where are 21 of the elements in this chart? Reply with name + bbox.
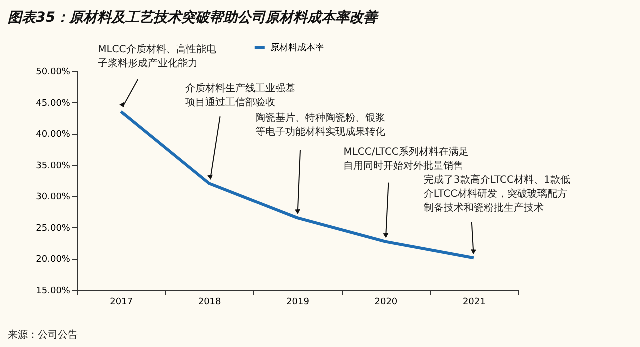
- x-tick-label: 2020: [374, 298, 398, 308]
- y-tick-label: 50.00%: [36, 68, 71, 78]
- annotation: MLCC介质材料、高性能电子浆料形成产业化能力: [98, 44, 216, 70]
- x-tick-label: 2018: [198, 298, 222, 308]
- y-tick-label: 20.00%: [36, 255, 71, 266]
- y-tick-label: 30.00%: [36, 192, 71, 203]
- y-tick-label: 15.00%: [36, 286, 71, 296]
- y-tick-label: 25.00%: [36, 224, 71, 234]
- x-tick-label: 2019: [286, 298, 310, 308]
- annotation: 陶瓷基片、特种陶瓷粉、银浆等电子功能材料实现成果转化: [256, 112, 386, 138]
- y-tick-label: 35.00%: [36, 161, 71, 172]
- y-tick-label: 45.00%: [36, 98, 71, 109]
- x-tick-label: 2017: [110, 298, 134, 308]
- y-tick-label: 40.00%: [36, 130, 71, 140]
- source-note: 来源：公司公告: [8, 329, 78, 341]
- annotation: MLCC/LTCC系列材料在满足自用同时开始对外批量销售: [344, 146, 469, 172]
- x-tick-label: 2021: [462, 298, 486, 308]
- annotation: 介质材料生产线工业强基项目通过工信部验收: [185, 82, 296, 109]
- chart-title: 图表35：原材料及工艺技术突破帮助公司原材料成本率改善: [8, 9, 380, 26]
- annotation: 完成了3款高介LTCC材料、1款低介LTCC材料研发，突破玻璃配方制备技术和瓷粉批生产技术: [424, 174, 570, 214]
- legend-label: 原材料成本率: [270, 42, 324, 54]
